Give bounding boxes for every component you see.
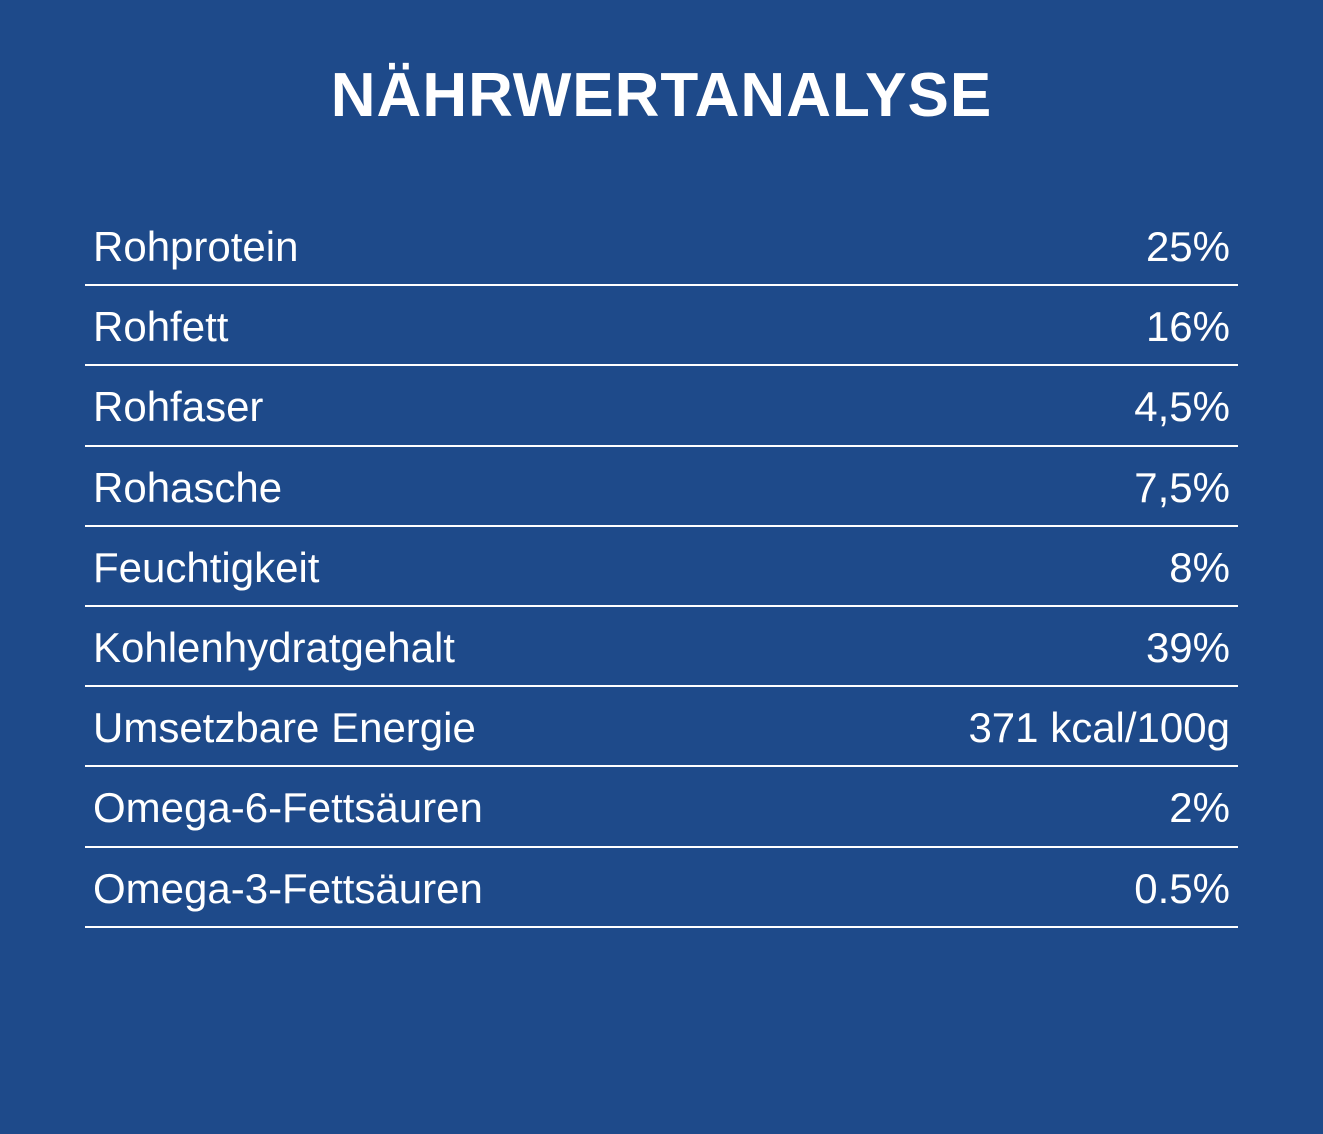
row-label: Rohprotein bbox=[93, 224, 298, 270]
row-value: 25% bbox=[1146, 224, 1230, 270]
row-label: Rohfett bbox=[93, 304, 228, 350]
row-label: Kohlenhydratgehalt bbox=[93, 625, 455, 671]
page-title: NÄHRWERTANALYSE bbox=[85, 60, 1238, 131]
table-row: Rohprotein 25% bbox=[85, 206, 1238, 286]
row-value: 39% bbox=[1146, 625, 1230, 671]
table-row: Feuchtigkeit 8% bbox=[85, 527, 1238, 607]
row-value: 8% bbox=[1169, 545, 1230, 591]
table-row: Rohfaser 4,5% bbox=[85, 366, 1238, 446]
row-label: Rohfaser bbox=[93, 384, 263, 430]
row-label: Omega-6-Fettsäuren bbox=[93, 785, 483, 831]
row-value: 0.5% bbox=[1134, 866, 1230, 912]
table-row: Kohlenhydratgehalt 39% bbox=[85, 607, 1238, 687]
table-row: Rohasche 7,5% bbox=[85, 447, 1238, 527]
table-row: Umsetzbare Energie 371 kcal/100g bbox=[85, 687, 1238, 767]
row-value: 2% bbox=[1169, 785, 1230, 831]
row-label: Umsetzbare Energie bbox=[93, 705, 476, 751]
row-value: 7,5% bbox=[1134, 465, 1230, 511]
table-row: Rohfett 16% bbox=[85, 286, 1238, 366]
row-label: Omega-3-Fettsäuren bbox=[93, 866, 483, 912]
row-label: Rohasche bbox=[93, 465, 282, 511]
row-value: 16% bbox=[1146, 304, 1230, 350]
table-row: Omega-3-Fettsäuren 0.5% bbox=[85, 848, 1238, 928]
row-value: 4,5% bbox=[1134, 384, 1230, 430]
row-label: Feuchtigkeit bbox=[93, 545, 319, 591]
row-value: 371 kcal/100g bbox=[968, 705, 1230, 751]
table-row: Omega-6-Fettsäuren 2% bbox=[85, 767, 1238, 847]
nutrition-table: Rohprotein 25% Rohfett 16% Rohfaser 4,5%… bbox=[85, 206, 1238, 1064]
